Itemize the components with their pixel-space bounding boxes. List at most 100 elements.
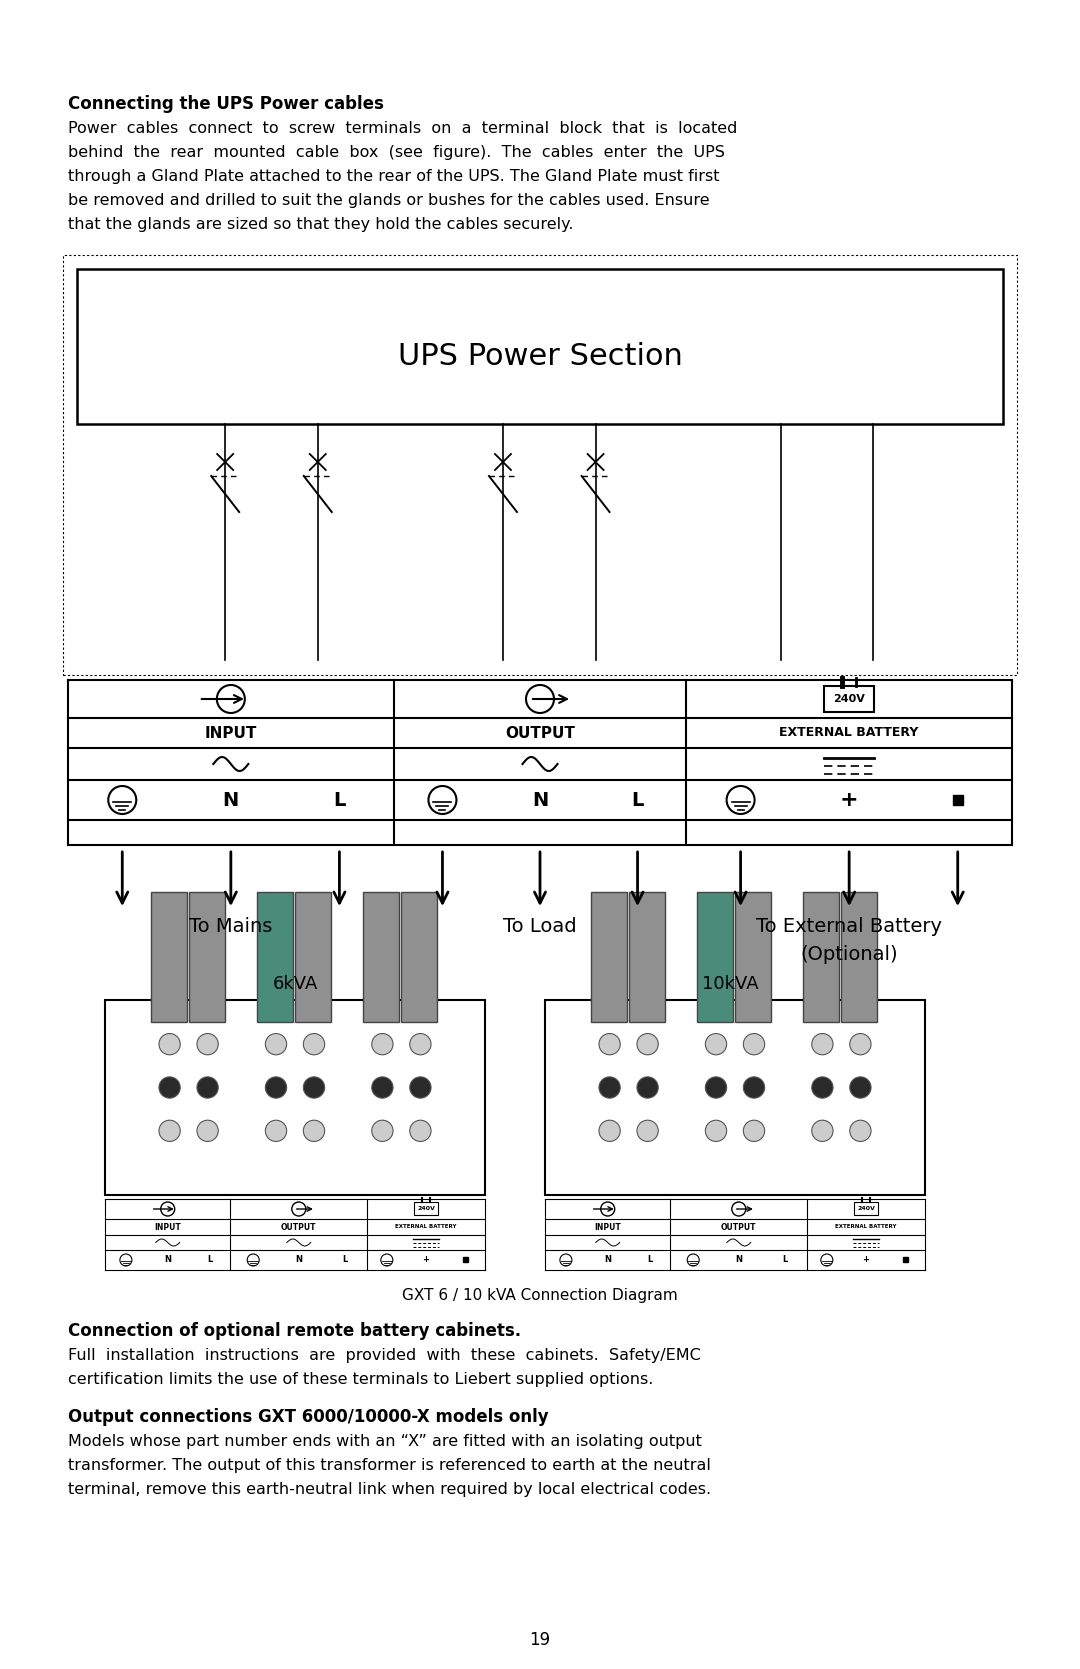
Text: +: + — [863, 1255, 869, 1265]
Circle shape — [409, 1033, 431, 1055]
Circle shape — [599, 1077, 620, 1098]
Text: +: + — [422, 1255, 430, 1265]
Text: GXT 6 / 10 kVA Connection Diagram: GXT 6 / 10 kVA Connection Diagram — [402, 1288, 678, 1303]
Bar — [150, 893, 187, 1023]
Circle shape — [705, 1077, 727, 1098]
Text: EXTERNAL BATTERY: EXTERNAL BATTERY — [835, 1225, 896, 1230]
Bar — [257, 893, 293, 1023]
Bar — [841, 893, 877, 1023]
Text: Output connections GXT 6000/10000-X models only: Output connections GXT 6000/10000-X mode… — [68, 1409, 549, 1425]
Circle shape — [812, 1120, 833, 1142]
Bar — [402, 893, 437, 1023]
Bar — [463, 1257, 468, 1262]
Circle shape — [303, 1120, 325, 1142]
Circle shape — [197, 1077, 218, 1098]
Text: Full  installation  instructions  are  provided  with  these  cabinets.  Safety/: Full installation instructions are provi… — [68, 1349, 701, 1364]
Bar — [804, 893, 839, 1023]
Circle shape — [197, 1033, 218, 1055]
Circle shape — [743, 1077, 765, 1098]
Circle shape — [409, 1077, 431, 1098]
Text: INPUT: INPUT — [204, 726, 257, 741]
Text: that the glands are sized so that they hold the cables securely.: that the glands are sized so that they h… — [68, 217, 573, 232]
Circle shape — [197, 1120, 218, 1142]
Text: INPUT: INPUT — [154, 1222, 181, 1232]
Bar — [414, 1202, 438, 1215]
Text: OUTPUT: OUTPUT — [281, 1222, 316, 1232]
Text: N: N — [222, 791, 239, 809]
Text: L: L — [647, 1255, 652, 1265]
Text: Connecting the UPS Power cables: Connecting the UPS Power cables — [68, 95, 383, 113]
Text: L: L — [632, 791, 644, 809]
Circle shape — [637, 1077, 658, 1098]
Circle shape — [743, 1033, 765, 1055]
Text: N: N — [604, 1255, 611, 1265]
Text: 240V: 240V — [858, 1207, 875, 1212]
Text: 19: 19 — [529, 1631, 551, 1649]
Text: 240V: 240V — [417, 1207, 435, 1212]
Bar — [854, 1202, 878, 1215]
Text: To Mains: To Mains — [189, 916, 272, 936]
Text: N: N — [295, 1255, 302, 1265]
Bar — [63, 255, 1017, 674]
Circle shape — [266, 1077, 286, 1098]
Circle shape — [812, 1077, 833, 1098]
Circle shape — [637, 1033, 658, 1055]
Circle shape — [812, 1033, 833, 1055]
Circle shape — [159, 1120, 180, 1142]
Bar — [591, 893, 626, 1023]
Text: Connection of optional remote battery cabinets.: Connection of optional remote battery ca… — [68, 1322, 522, 1340]
Bar — [77, 269, 1003, 424]
Text: certification limits the use of these terminals to Liebert supplied options.: certification limits the use of these te… — [68, 1372, 653, 1387]
Text: L: L — [782, 1255, 787, 1265]
Circle shape — [303, 1077, 325, 1098]
Circle shape — [705, 1033, 727, 1055]
Text: transformer. The output of this transformer is referenced to earth at the neutra: transformer. The output of this transfor… — [68, 1459, 711, 1474]
Bar — [295, 893, 330, 1023]
Text: EXTERNAL BATTERY: EXTERNAL BATTERY — [395, 1225, 457, 1230]
Text: N: N — [735, 1255, 742, 1265]
Circle shape — [705, 1120, 727, 1142]
Bar — [903, 1257, 908, 1262]
Text: N: N — [164, 1255, 172, 1265]
Text: (Optional): (Optional) — [800, 945, 897, 965]
Circle shape — [599, 1120, 620, 1142]
Text: Models whose part number ends with an “X” are fitted with an isolating output: Models whose part number ends with an “X… — [68, 1434, 702, 1449]
Text: +: + — [840, 789, 859, 809]
Circle shape — [599, 1033, 620, 1055]
Circle shape — [743, 1120, 765, 1142]
Text: OUTPUT: OUTPUT — [505, 726, 575, 741]
Circle shape — [372, 1120, 393, 1142]
Circle shape — [372, 1077, 393, 1098]
Bar — [105, 1000, 485, 1195]
Text: 240V: 240V — [834, 694, 865, 704]
Text: OUTPUT: OUTPUT — [721, 1222, 757, 1232]
Circle shape — [637, 1120, 658, 1142]
Text: Power  cables  connect  to  screw  terminals  on  a  terminal  block  that  is  : Power cables connect to screw terminals … — [68, 120, 738, 135]
Circle shape — [850, 1033, 872, 1055]
Text: behind  the  rear  mounted  cable  box  (see  figure).  The  cables  enter  the : behind the rear mounted cable box (see f… — [68, 145, 725, 160]
Text: To External Battery: To External Battery — [756, 916, 942, 936]
Circle shape — [372, 1033, 393, 1055]
Text: EXTERNAL BATTERY: EXTERNAL BATTERY — [780, 726, 919, 739]
Circle shape — [266, 1120, 286, 1142]
Text: 6kVA: 6kVA — [272, 975, 318, 993]
Circle shape — [159, 1077, 180, 1098]
Bar — [629, 893, 664, 1023]
Text: terminal, remove this earth-neutral link when required by local electrical codes: terminal, remove this earth-neutral link… — [68, 1482, 711, 1497]
Text: be removed and drilled to suit the glands or bushes for the cables used. Ensure: be removed and drilled to suit the gland… — [68, 194, 710, 209]
Text: L: L — [207, 1255, 212, 1265]
Text: UPS Power Section: UPS Power Section — [397, 342, 683, 371]
Text: through a Gland Plate attached to the rear of the UPS. The Gland Plate must firs: through a Gland Plate attached to the re… — [68, 169, 719, 184]
Bar — [697, 893, 733, 1023]
Circle shape — [850, 1077, 872, 1098]
Circle shape — [159, 1033, 180, 1055]
Circle shape — [303, 1033, 325, 1055]
Bar — [189, 893, 225, 1023]
Text: INPUT: INPUT — [594, 1222, 621, 1232]
Text: To Load: To Load — [503, 916, 577, 936]
Text: 10kVA: 10kVA — [702, 975, 758, 993]
Text: L: L — [334, 791, 346, 809]
Bar — [363, 893, 400, 1023]
Bar — [953, 794, 962, 804]
Bar — [824, 686, 874, 713]
